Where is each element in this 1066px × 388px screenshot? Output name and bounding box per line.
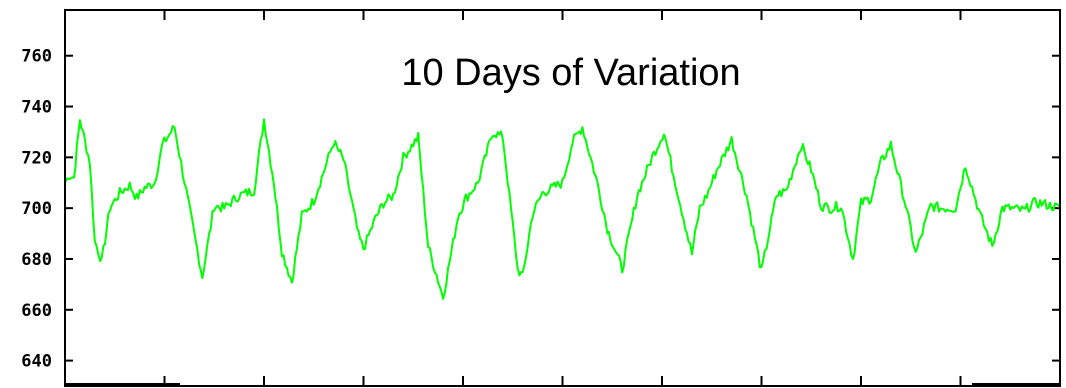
y-tick-label: 700 — [21, 199, 52, 219]
series-line — [64, 118, 1061, 300]
plot-background — [65, 10, 1060, 386]
y-tick-label: 760 — [21, 47, 52, 67]
y-tick-label: 740 — [21, 98, 52, 118]
y-axis-labels: 640 660 680 700 720 740 760 — [21, 47, 52, 372]
y-tick-label: 660 — [21, 301, 52, 321]
plot-frame — [64, 9, 1061, 387]
y-tick-label: 720 — [21, 148, 52, 168]
chart-title: 10 Days of Variation — [401, 52, 740, 94]
y-tick-label: 640 — [21, 352, 52, 372]
y-tick-label: 680 — [21, 250, 52, 270]
